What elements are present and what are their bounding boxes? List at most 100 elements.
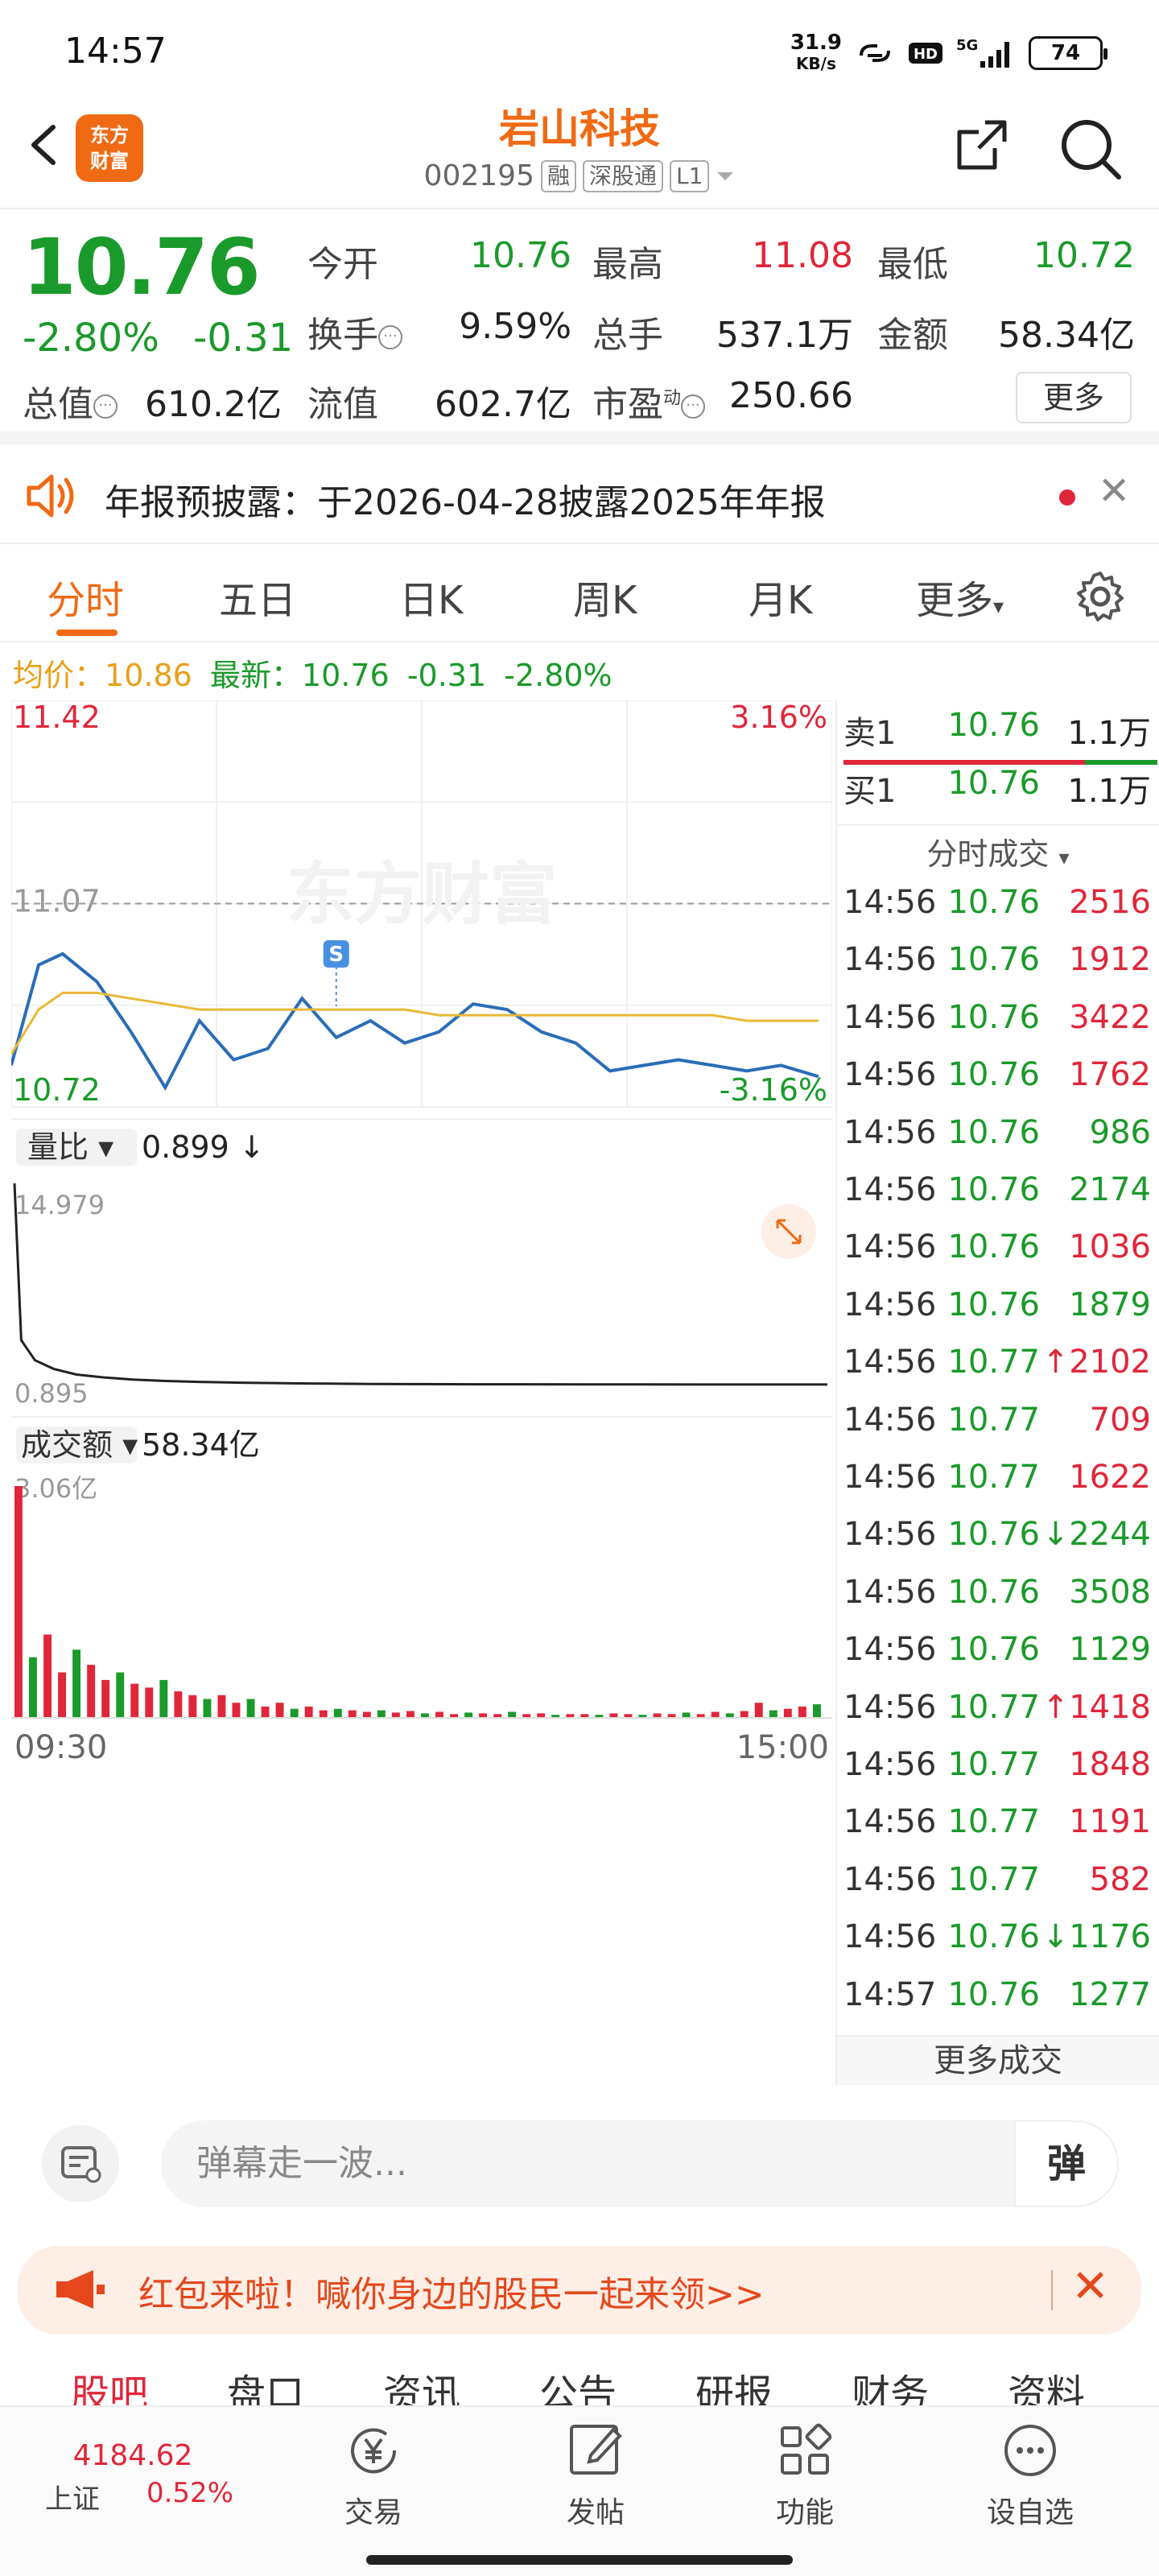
trade-volume: 1762: [1069, 1056, 1151, 1094]
home-indicator: [366, 2555, 793, 2565]
trade-row: 14:56 10.76 1879: [837, 1286, 1159, 1344]
info-icon[interactable]: ···: [681, 394, 706, 419]
nav-functions[interactable]: 功能: [724, 2418, 885, 2531]
amount-bar: [246, 1699, 255, 1718]
mktcap-value: 610.2亿: [145, 384, 282, 425]
chevron-down-icon[interactable]: [716, 169, 735, 184]
subtab-handicap[interactable]: 盘口: [227, 2372, 305, 2405]
trade-volume: 1622: [1069, 1459, 1151, 1496]
vol-ratio-max: 14.979: [14, 1190, 105, 1220]
edit-icon: [570, 2425, 622, 2475]
battery-icon: 74: [1029, 36, 1107, 70]
subtab-news[interactable]: 资讯: [383, 2372, 461, 2405]
trade-volume: 1191: [1069, 1803, 1151, 1841]
avg-price-line: [10, 991, 819, 1055]
tab-daily-k[interactable]: 日K: [399, 578, 464, 623]
tab-five-day[interactable]: 五日: [219, 578, 297, 623]
tab-weekly-k[interactable]: 周K: [573, 578, 637, 623]
amount-bar: [217, 1695, 226, 1718]
info-icon[interactable]: ···: [93, 394, 118, 419]
search-icon[interactable]: [1054, 113, 1127, 185]
tab-intraday[interactable]: 分时: [47, 578, 125, 623]
danmaku-toggle-icon[interactable]: [42, 2125, 119, 2202]
trade-price: 10.77: [947, 1746, 1040, 1783]
more-trades-button[interactable]: 更多成交: [837, 2035, 1159, 2085]
time-start-label: 09:30: [14, 1729, 107, 1766]
trade-price: 10.77: [947, 1459, 1040, 1496]
trade-row: 14:56 10.77 1191: [837, 1803, 1159, 1860]
trade-time: 14:56: [843, 1401, 937, 1439]
sell-marker: [323, 940, 349, 968]
trade-price: 10.76: [947, 1573, 1040, 1611]
amount-bar: [725, 1713, 734, 1718]
last-price: 10.76: [23, 222, 261, 312]
nav-post[interactable]: 发帖: [515, 2418, 676, 2531]
close-icon[interactable]: ✕: [1098, 469, 1131, 514]
tab-more[interactable]: 更多▾: [916, 578, 1004, 623]
trade-volume: 709: [1089, 1401, 1151, 1439]
latest-change: -0.31: [406, 658, 487, 693]
turnover-value: 9.59%: [459, 306, 571, 347]
trade-volume: 986: [1089, 1113, 1151, 1151]
danmaku-send-button[interactable]: 弹: [1014, 2120, 1119, 2207]
trade-time: 14:56: [843, 1286, 937, 1323]
info-icon[interactable]: ···: [378, 325, 402, 349]
close-icon[interactable]: ✕: [1071, 2260, 1109, 2313]
red-packet-banner[interactable]: 红包来啦！喊你身边的股民一起来领>> ✕: [18, 2246, 1141, 2334]
nav-trade[interactable]: 交易: [293, 2418, 454, 2531]
subtab-finance[interactable]: 财务: [852, 2372, 930, 2405]
link-icon: [860, 44, 890, 62]
trades-header[interactable]: 分时成交 ▾: [926, 836, 1070, 872]
subtab-forum[interactable]: 股吧: [71, 2372, 149, 2405]
app-logo[interactable]: 东方 财富: [76, 114, 143, 182]
amount-bar: [275, 1703, 284, 1718]
amount-bar: [29, 1657, 37, 1718]
margin-tag: 融: [540, 159, 576, 192]
y-max-pct-label: 3.16%: [730, 700, 827, 735]
stock-name: 岩山科技: [499, 105, 660, 152]
bottom-nav: 4184.62 上证 0.52% 交易 发帖 功能 设自选: [0, 2405, 1159, 2576]
volume-value: 537.1万: [716, 315, 853, 356]
y-min-pct-label: -3.16%: [720, 1072, 827, 1108]
amount-bar: [261, 1706, 270, 1718]
banner-text: 红包来啦！喊你身边的股民一起来领>>: [138, 2274, 765, 2315]
amount-bar: [769, 1710, 777, 1718]
trade-row: 14:56 10.76 ↓1176: [837, 1918, 1159, 1975]
amount-selector: [16, 1426, 137, 1463]
back-icon[interactable]: [21, 121, 69, 169]
more-quote-button[interactable]: 更多: [1016, 372, 1132, 423]
subtab-research[interactable]: 研报: [695, 2372, 773, 2405]
amount-bar: [14, 1486, 23, 1718]
amount-bar: [493, 1714, 502, 1718]
amount-bar: [508, 1711, 517, 1718]
trade-time: 14:56: [843, 1344, 937, 1381]
notice-bar[interactable]: 年报预披露：于2026-04-28披露2025年年报 ✕: [0, 448, 1159, 544]
expand-arrows: [776, 1219, 802, 1245]
amount-label: 成交额 ▾: [21, 1427, 138, 1463]
index-ticker[interactable]: 4184.62 上证 0.52%: [45, 2439, 233, 2516]
danmaku-input[interactable]: 弹幕走一波...: [161, 2120, 1119, 2207]
amount-bar: [813, 1704, 821, 1718]
trade-volume: 2174: [1069, 1171, 1151, 1208]
tab-monthly-k[interactable]: 月K: [749, 578, 813, 623]
ask-bar: [843, 760, 1085, 765]
subtab-profile[interactable]: 资料: [1008, 2372, 1086, 2405]
amount-bar: [595, 1715, 604, 1718]
subtab-announcements[interactable]: 公告: [539, 2372, 617, 2405]
amount-value: 58.34亿: [142, 1427, 260, 1463]
open-value: 10.76: [470, 235, 571, 276]
share-icon[interactable]: [950, 113, 1014, 177]
trade-volume: 1277: [1069, 1975, 1151, 2013]
y-min-label: 10.72: [13, 1072, 101, 1108]
intraday-chart[interactable]: 东方财富 S 11.42 3.16% 11.07 10.72 -3.16% 量比 ▾ 0.899…: [10, 700, 833, 2085]
open-label: 今开: [307, 244, 378, 285]
nav-add-watchlist[interactable]: 设自选: [950, 2418, 1111, 2531]
trade-time: 14:56: [843, 1860, 937, 1898]
level-tag[interactable]: L1: [670, 159, 710, 192]
amount-bar: [174, 1691, 183, 1718]
trade-time: 14:56: [843, 1573, 937, 1611]
amount-bar: [754, 1703, 763, 1718]
settings-gear-icon[interactable]: [1074, 570, 1127, 623]
trade-row: 14:56 10.76 1036: [837, 1228, 1159, 1286]
sub-tabs: 股吧 盘口 资讯 公告 研报 财务 资料: [0, 2357, 1159, 2405]
